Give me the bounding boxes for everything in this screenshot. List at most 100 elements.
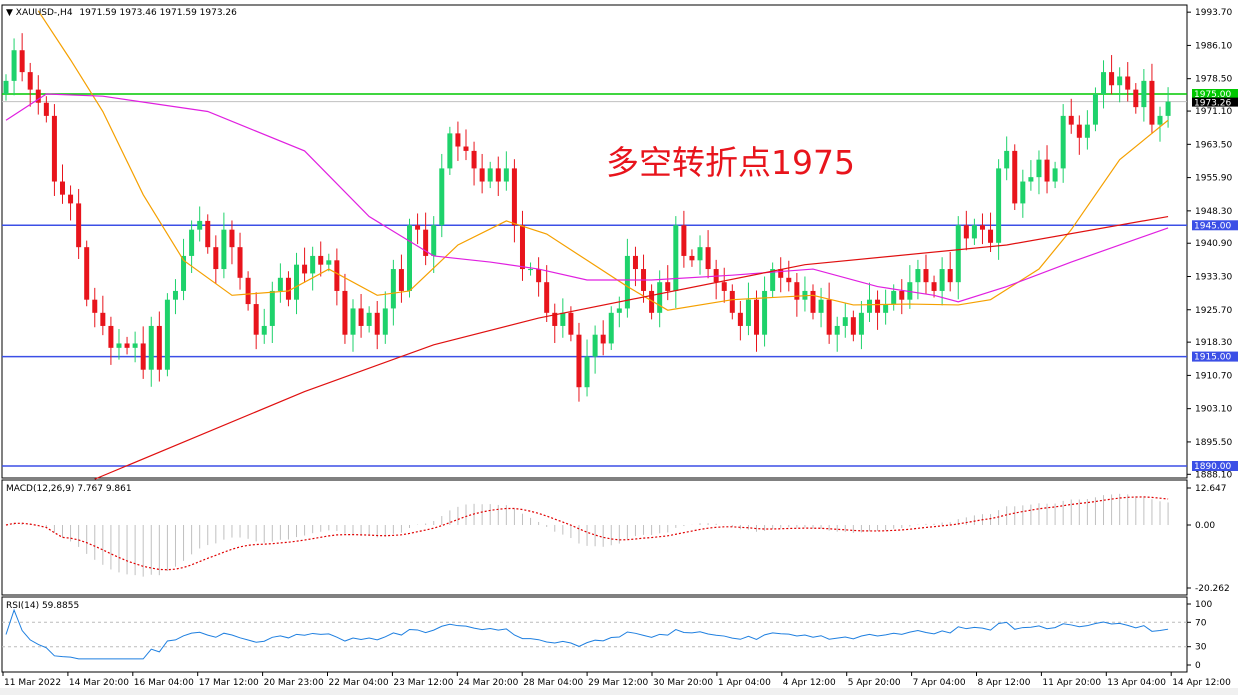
level-tag-label: 1890.00 — [1194, 462, 1231, 472]
candle-body — [616, 308, 622, 313]
candle-body — [1101, 72, 1107, 94]
level-tag-label: 1915.00 — [1194, 353, 1231, 363]
candle-body — [1052, 168, 1058, 182]
x-tick-label: 29 Mar 12:00 — [588, 678, 648, 688]
ohlc-readout: 1971.59 1973.46 1971.59 1973.26 — [79, 8, 237, 18]
candle-body — [164, 299, 170, 370]
candle-body — [100, 312, 106, 326]
candle-body — [584, 356, 590, 388]
moving-average-ma_fast — [37, 10, 1169, 311]
status-strip — [0, 688, 1238, 695]
candle-body — [3, 80, 9, 94]
candle-body — [770, 269, 776, 291]
candle-body — [221, 229, 227, 270]
candle-body — [963, 225, 969, 239]
candle-body — [665, 282, 671, 291]
candle-body — [68, 194, 74, 204]
candle-body — [544, 282, 550, 313]
y-tick-label: 1910.70 — [1195, 371, 1232, 381]
candle-body — [794, 282, 800, 300]
chart-header: ▼ XAUUSD-,H4 1971.59 1973.46 1971.59 197… — [6, 8, 237, 18]
candle-body — [415, 225, 421, 230]
candle-body — [842, 317, 848, 326]
x-tick-label: 1 Apr 04:00 — [718, 678, 771, 688]
y-tick-label: 1948.30 — [1195, 207, 1232, 217]
candle-body — [754, 299, 760, 335]
candle-body — [11, 50, 17, 81]
candle-body — [729, 290, 735, 313]
rsi-line — [5, 608, 1169, 660]
candle-body — [285, 277, 291, 300]
candle-body — [350, 308, 356, 335]
candle-body — [866, 299, 872, 313]
macd-y-tick-label: 0.00 — [1195, 521, 1215, 531]
candle-body — [439, 168, 445, 226]
y-tick-label: 1955.90 — [1195, 174, 1232, 184]
candle-body — [261, 325, 267, 335]
y-tick-label: 1993.70 — [1195, 8, 1232, 18]
candle-body — [84, 247, 90, 300]
x-tick-label: 20 Mar 23:00 — [264, 678, 324, 688]
candle-body — [205, 220, 211, 248]
candle-body — [172, 290, 178, 300]
macd-y-tick-label: -20.262 — [1195, 584, 1230, 594]
candle-body — [140, 343, 146, 370]
candle-body — [342, 290, 348, 335]
x-tick-label: 14 Mar 20:00 — [69, 678, 129, 688]
x-tick-label: 4 Apr 12:00 — [783, 678, 836, 688]
symbol-label: XAUUSD-,H4 — [15, 8, 73, 18]
candle-body — [778, 269, 784, 278]
candle-body — [479, 168, 485, 182]
level-tag — [1192, 351, 1238, 362]
candle-body — [971, 225, 977, 239]
collapse-triangle-icon[interactable]: ▼ — [6, 8, 13, 18]
candle-body — [455, 133, 461, 147]
candle-body — [326, 260, 332, 265]
candle-body — [705, 247, 711, 270]
candle-body — [745, 299, 751, 326]
candle-body — [390, 269, 396, 309]
x-tick-label: 11 Apr 20:00 — [1042, 678, 1101, 688]
candle-body — [955, 225, 961, 283]
y-tick-label: 1963.50 — [1195, 140, 1232, 150]
candle-body — [366, 312, 372, 326]
candle-body — [737, 312, 743, 326]
candle-body — [1092, 94, 1098, 125]
candle-body — [269, 290, 275, 326]
candle-body — [43, 102, 49, 116]
x-tick-label: 28 Mar 04:00 — [523, 678, 583, 688]
candle-body — [834, 325, 840, 335]
candle-body — [996, 168, 1002, 243]
x-tick-label: 5 Apr 20:00 — [848, 678, 901, 688]
candle-body — [294, 264, 300, 300]
candle-body — [148, 325, 154, 370]
candle-body — [536, 269, 542, 283]
candle-body — [786, 277, 792, 283]
candle-body — [560, 312, 566, 326]
candle-body — [318, 255, 324, 265]
candle-body — [1028, 177, 1034, 182]
candle-body — [810, 290, 816, 313]
main-panel — [1, 4, 1188, 479]
candle-body — [27, 72, 33, 90]
candle-body — [116, 343, 122, 348]
macd-y-tick-label: 12.647 — [1195, 484, 1227, 494]
candle-body — [875, 299, 881, 313]
candle-body — [253, 304, 259, 335]
candle-body — [407, 225, 412, 291]
candle-body — [213, 247, 219, 270]
candle-body — [1141, 80, 1147, 108]
candle-body — [310, 255, 316, 274]
candle-body — [229, 229, 235, 248]
candle-body — [673, 225, 679, 291]
candle-body — [1157, 115, 1163, 125]
moving-average-ma_mid — [5, 93, 1169, 303]
candle-body — [245, 277, 251, 305]
level-tag-label: 1975.00 — [1194, 90, 1231, 100]
candle-body — [132, 343, 138, 348]
candle-body — [1036, 159, 1042, 178]
candle-body — [1068, 115, 1074, 125]
x-tick-label: 11 Mar 2022 — [4, 678, 61, 688]
candle-body — [883, 304, 889, 313]
